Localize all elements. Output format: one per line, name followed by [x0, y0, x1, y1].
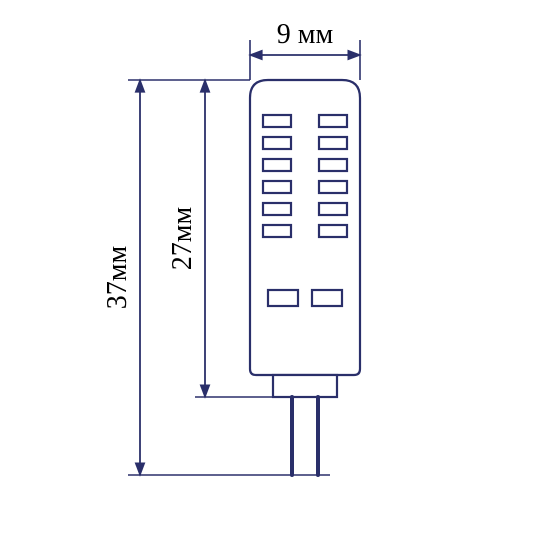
bulb-base	[273, 375, 337, 397]
dim-label-total-height: 37мм	[102, 246, 133, 310]
dim-label-width: 9 мм	[277, 19, 334, 50]
dim-label-body-height: 27мм	[167, 207, 198, 271]
bulb-body	[250, 80, 360, 375]
